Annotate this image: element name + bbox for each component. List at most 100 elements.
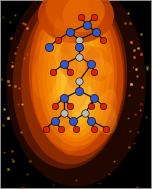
- Ellipse shape: [32, 0, 117, 151]
- Ellipse shape: [58, 47, 74, 76]
- Point: [93, 127, 95, 130]
- Point: [14, 14, 16, 17]
- Point: [75, 127, 77, 130]
- Ellipse shape: [85, 46, 111, 81]
- Point: [132, 66, 135, 69]
- Point: [6, 116, 9, 119]
- Ellipse shape: [62, 32, 83, 59]
- Point: [139, 108, 141, 111]
- Point: [29, 159, 32, 162]
- Point: [3, 107, 5, 110]
- Point: [69, 104, 71, 107]
- Point: [130, 82, 132, 85]
- Point: [63, 63, 65, 66]
- Point: [22, 21, 24, 24]
- Ellipse shape: [52, 96, 69, 123]
- Point: [128, 93, 130, 96]
- Point: [23, 57, 25, 60]
- Ellipse shape: [86, 48, 104, 79]
- Point: [93, 70, 95, 73]
- Point: [108, 172, 111, 175]
- Ellipse shape: [36, 40, 55, 61]
- Ellipse shape: [61, 45, 91, 121]
- Ellipse shape: [21, 0, 125, 164]
- Point: [137, 47, 139, 50]
- Point: [123, 21, 126, 24]
- Point: [57, 38, 59, 41]
- Point: [52, 70, 54, 73]
- Point: [26, 172, 29, 175]
- Point: [72, 119, 74, 122]
- Ellipse shape: [46, 38, 63, 66]
- Point: [105, 127, 108, 130]
- Ellipse shape: [61, 41, 79, 80]
- Point: [54, 104, 56, 107]
- Ellipse shape: [38, 5, 114, 146]
- Point: [78, 55, 80, 58]
- Point: [102, 38, 105, 41]
- Ellipse shape: [90, 66, 103, 82]
- Ellipse shape: [6, 0, 146, 187]
- Point: [26, 52, 28, 55]
- Point: [0, 77, 2, 80]
- Point: [113, 159, 115, 162]
- Ellipse shape: [33, 53, 57, 98]
- Ellipse shape: [46, 0, 91, 32]
- Point: [9, 36, 12, 39]
- Ellipse shape: [71, 42, 97, 88]
- Point: [133, 142, 135, 145]
- Point: [60, 127, 62, 130]
- Ellipse shape: [102, 61, 114, 86]
- Ellipse shape: [13, 0, 127, 169]
- Point: [2, 16, 4, 19]
- Ellipse shape: [37, 30, 58, 65]
- Point: [93, 15, 95, 19]
- Point: [78, 80, 80, 83]
- Point: [140, 33, 143, 36]
- Point: [63, 112, 65, 115]
- Ellipse shape: [52, 26, 100, 132]
- Point: [14, 51, 16, 54]
- Ellipse shape: [74, 45, 99, 77]
- Point: [133, 49, 135, 52]
- Point: [90, 104, 92, 107]
- Point: [128, 146, 130, 149]
- Point: [8, 84, 10, 87]
- Point: [24, 22, 26, 26]
- Ellipse shape: [95, 89, 117, 131]
- Point: [134, 112, 136, 115]
- Point: [90, 119, 92, 122]
- Point: [22, 187, 24, 189]
- Point: [10, 157, 13, 160]
- Point: [139, 53, 142, 56]
- Ellipse shape: [64, 69, 88, 113]
- Point: [146, 65, 149, 68]
- Point: [11, 60, 14, 63]
- Point: [136, 74, 138, 77]
- Point: [78, 46, 80, 49]
- Ellipse shape: [61, 99, 72, 129]
- Point: [7, 116, 9, 119]
- Point: [140, 102, 142, 105]
- Point: [11, 150, 13, 153]
- Ellipse shape: [55, 29, 79, 54]
- Ellipse shape: [43, 9, 109, 142]
- Ellipse shape: [61, 113, 80, 156]
- Point: [2, 123, 4, 126]
- Point: [84, 112, 86, 115]
- Point: [128, 129, 131, 132]
- Point: [47, 46, 50, 49]
- Ellipse shape: [95, 103, 117, 135]
- Point: [145, 116, 147, 119]
- Point: [90, 63, 92, 66]
- Point: [75, 178, 77, 181]
- Point: [146, 68, 149, 71]
- Point: [14, 84, 16, 87]
- Ellipse shape: [29, 0, 123, 156]
- Ellipse shape: [47, 17, 105, 138]
- Point: [17, 102, 19, 105]
- Point: [133, 55, 135, 58]
- Point: [16, 46, 18, 49]
- Point: [127, 116, 129, 119]
- Point: [130, 40, 132, 43]
